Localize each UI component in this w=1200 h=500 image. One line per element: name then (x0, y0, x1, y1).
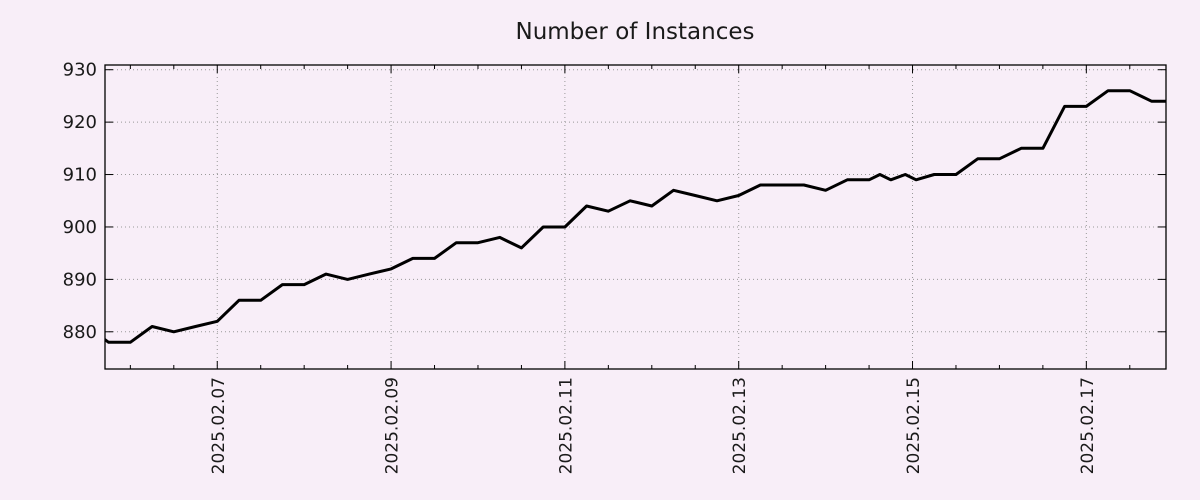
label-layer: 880 890 900 910 920 930 2025.02.07 2025.02.09 20… (63, 60, 1098, 475)
plot-border (104, 64, 1167, 370)
x-tick-label: 2025.02.11 (556, 377, 576, 474)
x-tick-label: 2025.02.13 (730, 377, 750, 474)
series-layer (105, 89, 1166, 344)
x-tick-label: 2025.02.09 (383, 377, 403, 474)
y-tick-label: 920 (63, 112, 97, 133)
y-tick-label: 930 (63, 60, 97, 81)
chart-title: Number of Instances (516, 19, 755, 45)
x-tick-label: 2025.02.15 (904, 377, 924, 474)
x-tick-label: 2025.02.17 (1078, 377, 1098, 474)
y-tick-label: 900 (63, 217, 97, 238)
y-tick-label: 880 (63, 322, 97, 343)
y-tick-label: 910 (63, 165, 97, 186)
data-line (105, 89, 1166, 344)
y-tick-label: 890 (63, 269, 97, 290)
grid-layer (105, 65, 1166, 369)
axis-layer (104, 64, 1167, 370)
x-tick-label: 2025.02.07 (209, 377, 229, 474)
